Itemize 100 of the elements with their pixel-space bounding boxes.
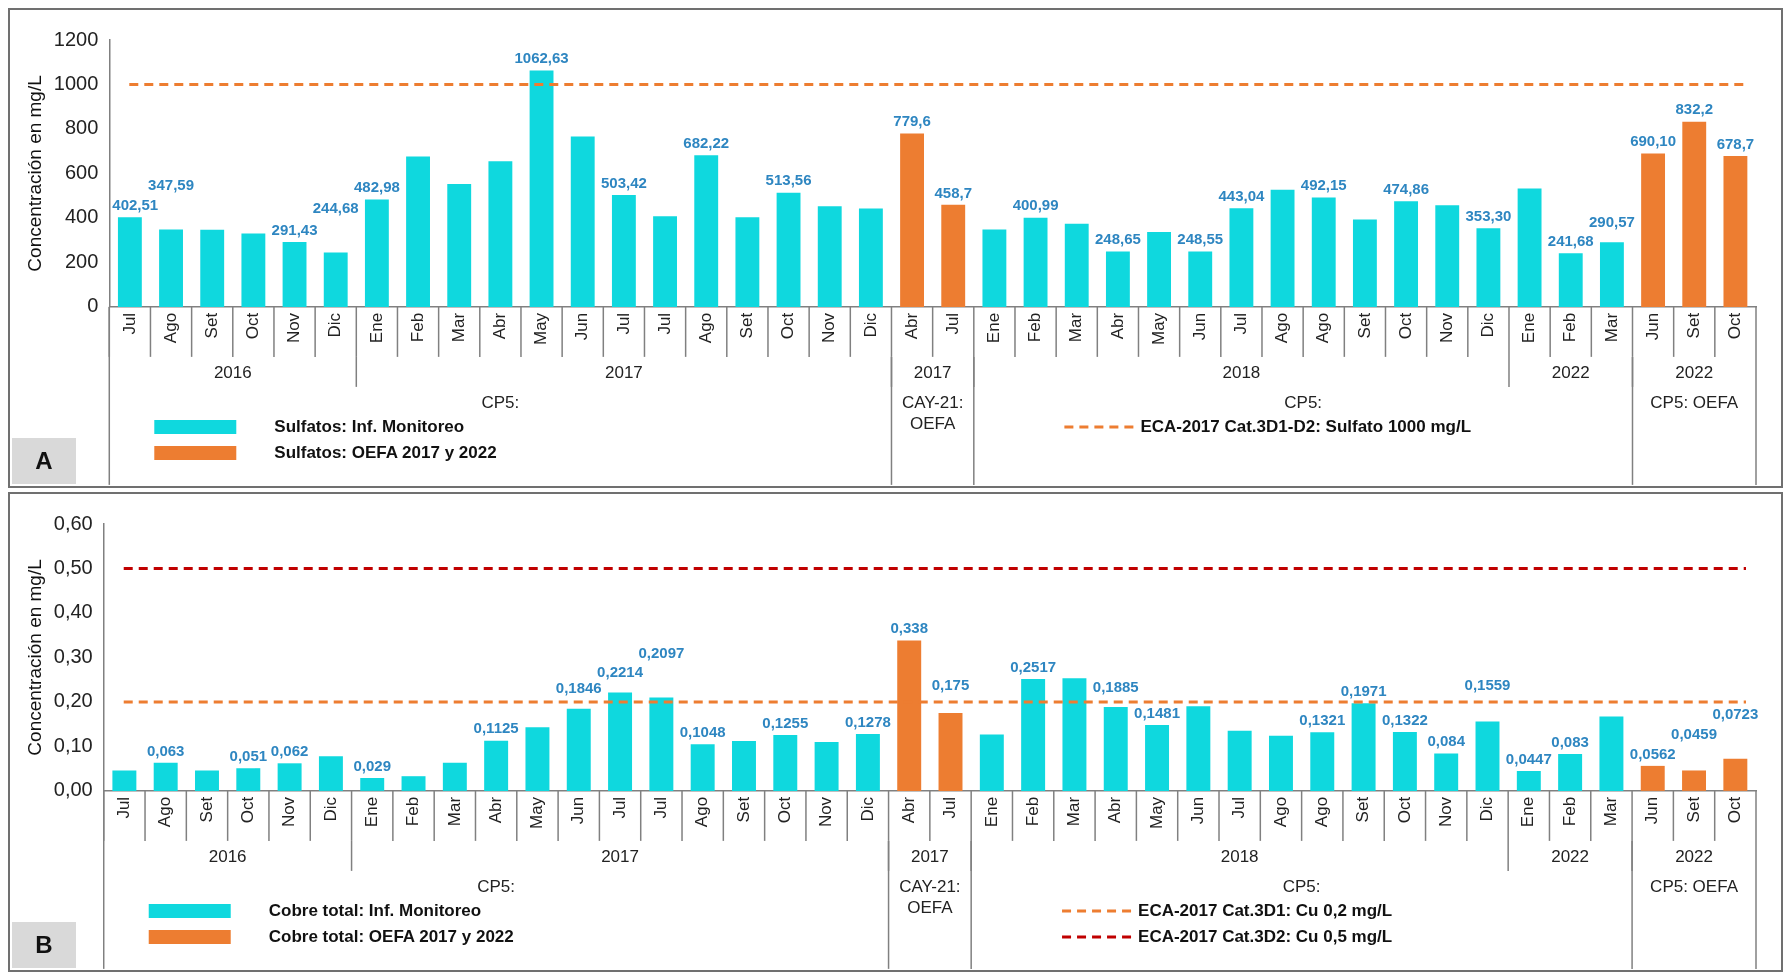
data-label: 443,04 xyxy=(1218,186,1265,204)
x-tick-label: Jul xyxy=(609,796,629,819)
bar xyxy=(241,233,266,307)
bar xyxy=(1476,228,1501,307)
x-tick-label: Set xyxy=(1683,796,1703,823)
x-tick-label: Ene xyxy=(366,312,386,344)
bar xyxy=(1599,716,1624,791)
x-tick-label: Abr xyxy=(1105,796,1125,824)
x-tick-label: Ene xyxy=(1518,796,1538,828)
x-tick-label: Oct xyxy=(778,312,798,340)
data-label: 241,68 xyxy=(1547,231,1594,249)
bar xyxy=(1186,706,1211,791)
data-label: 0,063 xyxy=(146,741,185,759)
data-label: 0,062 xyxy=(270,741,309,759)
x-tick-label: Dic xyxy=(1478,312,1498,338)
x-tick-label: Nov xyxy=(819,312,839,344)
bar xyxy=(1641,153,1666,307)
x-tick-label: Ago xyxy=(155,796,175,828)
x-tick-label: May xyxy=(1146,796,1166,830)
x-tick-label: Jul xyxy=(119,312,139,335)
x-tick-label: Feb xyxy=(1025,312,1045,343)
x-tick-label: Jun xyxy=(1188,796,1208,825)
x-tick-label: Jul xyxy=(1229,796,1249,819)
data-label: 513,56 xyxy=(765,171,812,189)
x-tick-label: Mar xyxy=(1064,796,1084,827)
text: CP5: xyxy=(481,392,520,412)
x-tick-label: Jun xyxy=(1642,796,1662,825)
text: 2016 xyxy=(208,846,247,866)
data-label: 0,083 xyxy=(1551,732,1589,750)
x-tick-label: Dic xyxy=(1477,796,1497,822)
bar xyxy=(900,133,924,307)
y-tick-label: 400 xyxy=(64,205,99,228)
text: 2022 xyxy=(1551,362,1590,382)
x-tick-label: Ago xyxy=(1272,312,1292,344)
data-label: 0,1322 xyxy=(1381,710,1428,728)
x-tick-label: Dic xyxy=(857,796,877,822)
data-label: 402,51 xyxy=(112,196,159,214)
bar xyxy=(694,155,719,307)
x-tick-label: Oct xyxy=(1394,796,1414,824)
x-tick-label: Nov xyxy=(816,796,836,828)
data-label: 0,1846 xyxy=(555,679,602,697)
bar xyxy=(401,776,426,791)
x-tick-label: May xyxy=(1148,312,1168,346)
y-axis-title: Concentración en mg/L xyxy=(23,559,45,756)
data-label: 458,7 xyxy=(934,183,972,201)
data-label: 0,051 xyxy=(229,746,268,764)
bar xyxy=(323,252,348,307)
bar xyxy=(1023,217,1048,307)
bar xyxy=(979,734,1004,791)
bar xyxy=(608,692,633,791)
x-tick-label: Feb xyxy=(1560,312,1580,343)
x-tick-label: Jun xyxy=(572,312,592,341)
data-label: 0,1125 xyxy=(473,719,519,737)
data-label: 244,68 xyxy=(312,199,359,217)
x-tick-label: Jul xyxy=(114,796,134,819)
bar xyxy=(1229,208,1254,307)
bar xyxy=(1270,189,1295,307)
x-tick-label: Oct xyxy=(237,796,257,824)
text: 2022 xyxy=(1551,846,1590,866)
x-tick-label: Abr xyxy=(490,312,510,340)
bar xyxy=(525,727,550,791)
x-tick-label: Set xyxy=(1683,312,1703,339)
y-tick-label: 0,20 xyxy=(53,689,93,712)
bar xyxy=(941,204,966,307)
text: 2017 xyxy=(604,362,643,382)
bar xyxy=(1434,753,1459,791)
bar xyxy=(690,744,715,791)
bar xyxy=(566,708,591,791)
bar xyxy=(1516,771,1541,791)
x-tick-label: Jul xyxy=(942,312,962,335)
data-label: 832,2 xyxy=(1675,100,1714,118)
y-axis-title: Concentración en mg/L xyxy=(23,75,45,272)
data-label: 0,1481 xyxy=(1134,703,1180,721)
data-label: 0,084 xyxy=(1427,732,1466,750)
x-tick-label: Nov xyxy=(1436,312,1456,344)
data-label: 1062,63 xyxy=(514,49,569,67)
x-tick-label: Nov xyxy=(1435,796,1455,828)
bar xyxy=(447,183,472,307)
data-label: 682,22 xyxy=(683,133,730,151)
bar xyxy=(360,777,385,791)
data-label: 0,0459 xyxy=(1671,725,1717,743)
x-tick-label: Set xyxy=(737,312,757,339)
x-tick-label: Set xyxy=(1353,796,1373,823)
text: 2017 xyxy=(601,846,639,866)
x-tick-label: Feb xyxy=(403,796,423,827)
y-tick-label: 0 xyxy=(87,294,99,317)
data-label: 0,1048 xyxy=(679,722,726,740)
data-label: 0,2517 xyxy=(1010,657,1057,675)
bar xyxy=(653,216,677,307)
data-label: 0,1559 xyxy=(1464,676,1511,694)
text: 2017 xyxy=(913,362,952,382)
x-tick-label: Set xyxy=(733,796,753,823)
y-tick-label: 0,50 xyxy=(53,556,93,578)
data-label: 0,1255 xyxy=(762,713,809,731)
y-tick-label: 1000 xyxy=(53,72,99,94)
x-tick-label: May xyxy=(531,312,551,346)
x-tick-label: Set xyxy=(196,796,216,823)
bar xyxy=(442,762,467,791)
bar xyxy=(529,70,554,307)
bar xyxy=(570,136,595,307)
